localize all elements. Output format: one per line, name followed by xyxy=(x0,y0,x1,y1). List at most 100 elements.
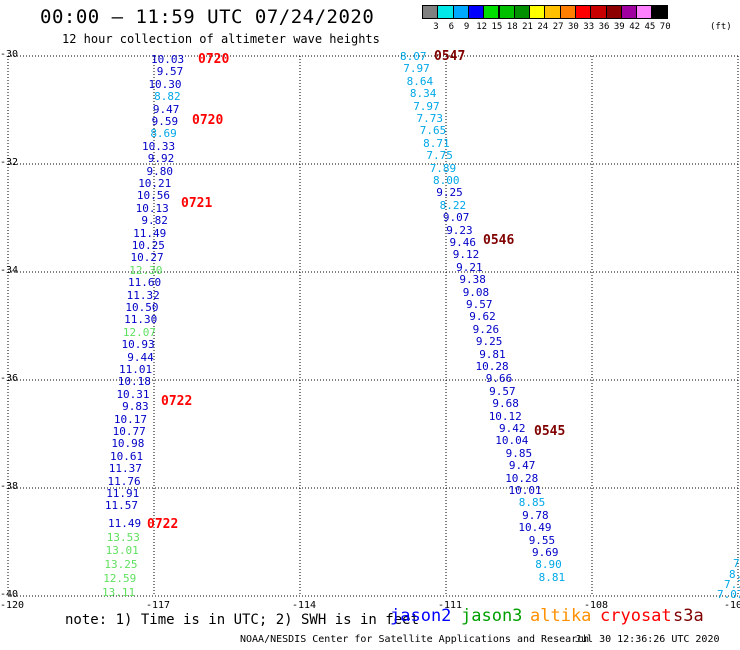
legend-label: 18 xyxy=(506,22,518,32)
wave-value: 9.47 xyxy=(152,102,180,116)
wave-value: 9.85 xyxy=(505,446,533,460)
wave-value: 9.81 xyxy=(479,347,506,361)
wave-value: 13.11 xyxy=(102,585,136,599)
satellite-s3a: s3a xyxy=(673,606,704,626)
wave-value: 13.01 xyxy=(105,544,139,558)
wave-value: 11.37 xyxy=(108,462,142,476)
wave-value: 9.25 xyxy=(475,335,503,349)
wave-value: 8.81 xyxy=(538,570,566,584)
wave-value: 10.17 xyxy=(113,412,147,426)
pass-time-label: 0722 xyxy=(161,394,193,409)
lon-tick-label: -117 xyxy=(146,600,171,611)
wave-value: 10.04 xyxy=(495,434,529,448)
wave-value: 8.69 xyxy=(150,127,177,141)
wave-value: 9.80 xyxy=(146,164,173,178)
wave-value: 9.57 xyxy=(156,65,184,79)
legend-label: 39 xyxy=(613,22,625,32)
lat-tick-label: -38 xyxy=(0,481,19,492)
wave-value: 7.65 xyxy=(419,124,447,138)
lat-tick-label: -32 xyxy=(0,157,19,168)
wave-value: 11.32 xyxy=(126,288,160,302)
wave-value: 9.42 xyxy=(499,422,526,435)
wave-value: 9.44 xyxy=(127,350,154,364)
wave-value: 10.28 xyxy=(505,471,539,485)
legend-label: 12 xyxy=(476,22,488,32)
legend-label: 27 xyxy=(552,22,564,32)
wave-value: 10.33 xyxy=(142,139,176,153)
wave-value: 9.82 xyxy=(141,214,168,228)
wave-value: 7.07 xyxy=(717,588,740,601)
wave-value: 9.62 xyxy=(469,310,496,324)
wave-value: 10.56 xyxy=(136,189,171,203)
wave-value: 10.31 xyxy=(116,387,150,401)
wave-value: 10.25 xyxy=(131,239,165,252)
wave-value: 11.30 xyxy=(124,313,158,327)
wave-value: 8.82 xyxy=(154,90,181,104)
lon-tick-label: -108 xyxy=(584,600,609,611)
wave-value: 9.21 xyxy=(456,260,483,274)
wave-value: 10.18 xyxy=(117,375,151,389)
wave-value: 12.30 xyxy=(129,263,163,277)
wave-value: 8.90 xyxy=(535,558,562,572)
wave-value: 9.23 xyxy=(446,223,473,237)
wave-value: 13.53 xyxy=(106,530,140,544)
pass-time-label: 0545 xyxy=(534,424,566,439)
wave-value: 10.13 xyxy=(135,201,169,215)
wave-value: 12.07 xyxy=(122,325,156,339)
lon-tick-label: -120 xyxy=(0,600,25,611)
wave-value: 9.26 xyxy=(472,322,500,336)
wave-value: 8.00 xyxy=(433,174,460,187)
wave-value: 8.85 xyxy=(518,496,546,510)
wave-value: 10.49 xyxy=(518,521,552,535)
pass-time-label: 0720 xyxy=(198,52,230,67)
satellite-jason2: jason2 xyxy=(390,606,452,626)
legend-label: 33 xyxy=(583,22,595,32)
wave-value: 9.69 xyxy=(532,546,559,559)
lat-tick-label: -36 xyxy=(0,373,19,384)
lon-tick-label: -111 xyxy=(438,600,463,611)
wave-value: 9.55 xyxy=(528,533,556,547)
legend-label: 24 xyxy=(537,22,549,32)
wave-value: 10.30 xyxy=(148,77,182,91)
wave-value: 10.27 xyxy=(130,251,164,265)
wave-value: 9.07 xyxy=(442,211,470,225)
legend-label: 36 xyxy=(598,22,610,32)
satellite-jason3: jason3 xyxy=(461,606,523,626)
wave-value: 9.66 xyxy=(485,372,513,386)
lon-tick-label: -114 xyxy=(292,600,317,611)
legend-label: 3 xyxy=(433,22,439,32)
legend-swatch xyxy=(651,5,668,19)
legend-label: 45 xyxy=(644,22,656,32)
legend-label: 9 xyxy=(463,22,470,32)
wave-value: 10.50 xyxy=(125,301,159,314)
credit-line: NOAA/NESDIS Center for Satellite Applica… xyxy=(240,634,590,645)
wave-value: 8.34 xyxy=(409,87,437,101)
legend-label: 30 xyxy=(568,22,579,32)
wave-value: 9.47 xyxy=(508,459,536,473)
wave-value: 9.25 xyxy=(436,186,463,200)
legend-label: 6 xyxy=(448,22,455,32)
wave-value: 8.22 xyxy=(439,198,467,212)
footnote: note: 1) Time is in UTC; 2) SWH is in fe… xyxy=(65,612,420,628)
wave-value: 7.97 xyxy=(413,99,440,113)
wave-value: 11.49 xyxy=(108,517,142,530)
wave-value: 7.89 xyxy=(429,161,457,175)
wave-value: 7.75 xyxy=(426,149,453,163)
wave-value: 10.01 xyxy=(508,484,542,497)
wave-value: 9.68 xyxy=(492,397,519,411)
wave-value: 8.07 xyxy=(400,50,427,63)
wave-value: 13.25 xyxy=(104,558,138,572)
lat-tick-label: -34 xyxy=(0,265,19,276)
wave-value: 10.61 xyxy=(110,449,144,463)
wave-value: 9.78 xyxy=(522,508,549,522)
legend-label: 42 xyxy=(629,22,641,32)
wave-value: 9.08 xyxy=(462,285,490,299)
wave-value: 7.7 xyxy=(724,578,740,591)
wave-value: 10.28 xyxy=(475,360,509,373)
wave-value: 7.97 xyxy=(403,62,430,76)
wave-value: 10.77 xyxy=(112,425,146,438)
wave-value: 10.93 xyxy=(121,338,155,352)
wave-value: 11.91 xyxy=(106,487,140,500)
generated-timestamp: Jul 30 12:36:26 UTC 2020 xyxy=(575,634,720,645)
